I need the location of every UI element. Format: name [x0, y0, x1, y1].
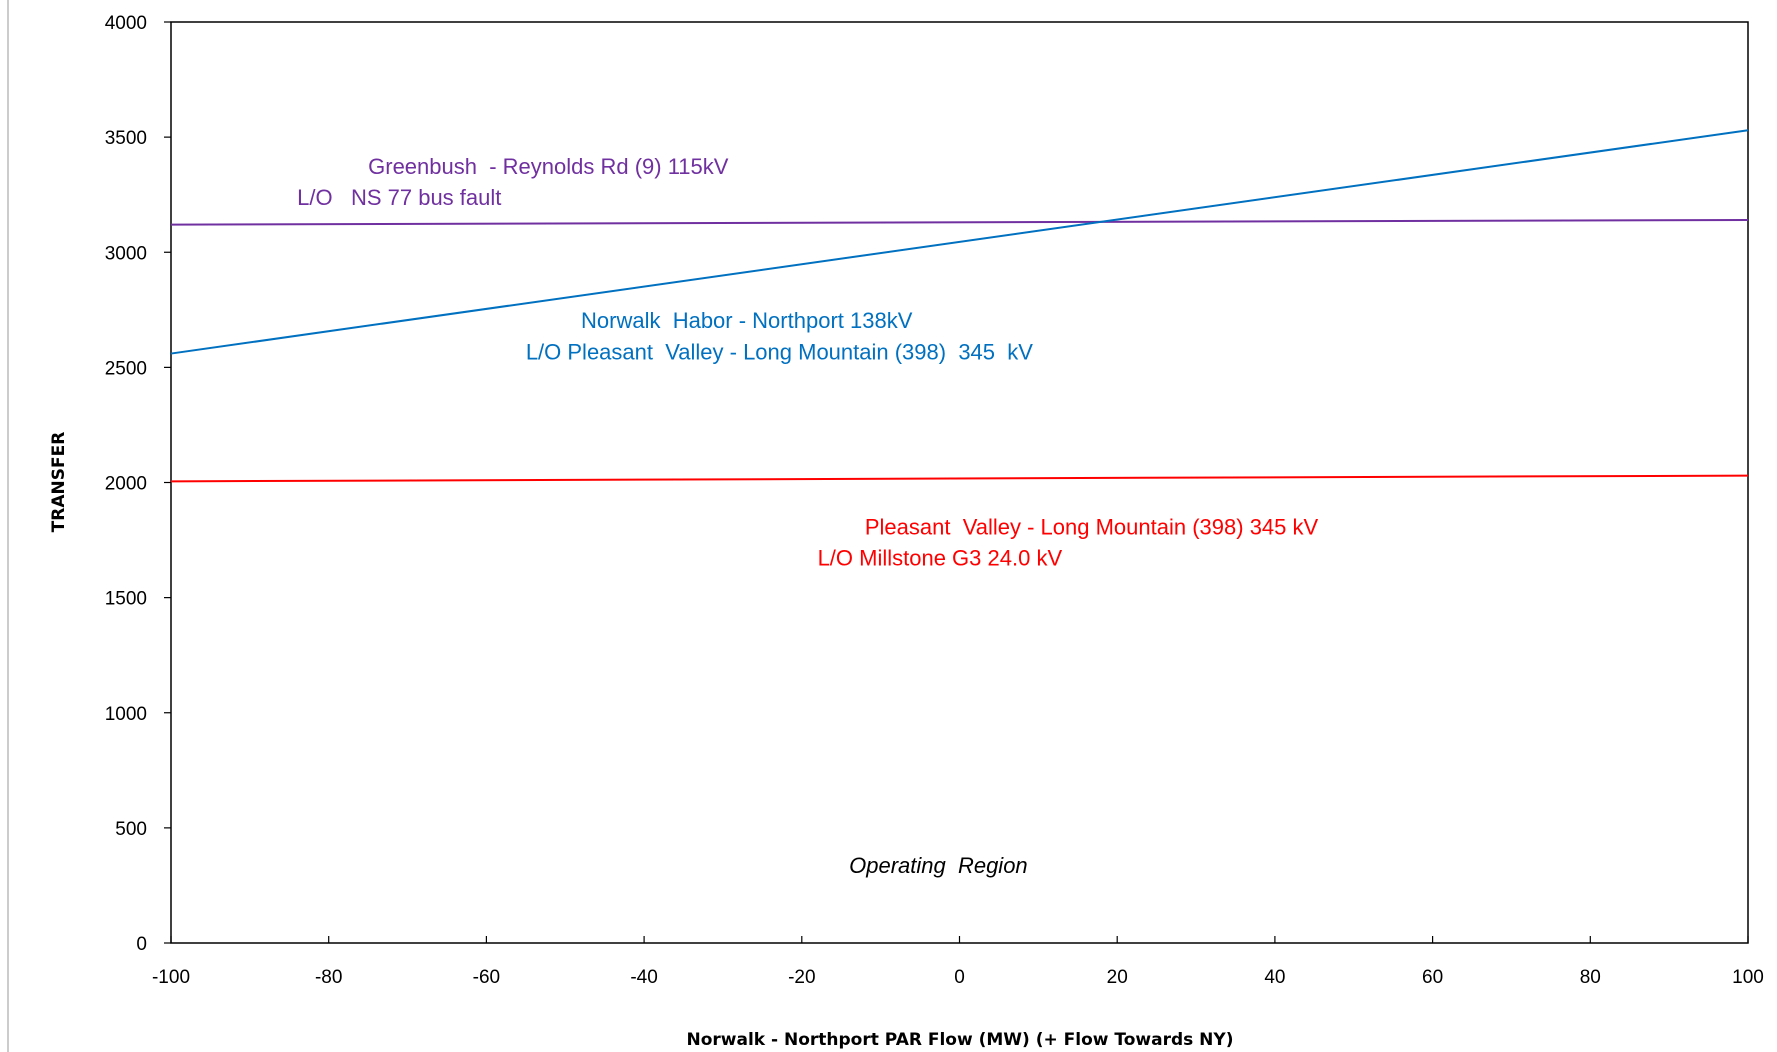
annotation-operating-region: Operating Region [849, 853, 1028, 878]
annotation-pleasant-line2: L/O Millstone G3 24.0 kV [818, 545, 1063, 570]
x-tick-label: -60 [473, 967, 500, 988]
y-tick-label: 500 [115, 819, 147, 840]
x-tick-label: -80 [315, 967, 342, 988]
y-tick-label: 2000 [105, 474, 147, 495]
y-tick-label: 2500 [105, 358, 147, 379]
y-tick-label: 0 [136, 934, 147, 955]
annotation-greenbush-line2: L/O NS 77 bus fault [297, 185, 501, 210]
x-tick-label: 40 [1264, 967, 1285, 988]
series-line-3 [170, 474, 1749, 483]
x-tick-label: 60 [1422, 967, 1443, 988]
x-tick-label: -20 [788, 967, 815, 988]
series-layer [170, 129, 1749, 483]
y-tick-label: 3500 [105, 128, 147, 149]
x-tick-label: -100 [152, 967, 190, 988]
x-axis-title: Norwalk - Northport PAR Flow (MW) (+ Flo… [687, 1030, 1234, 1050]
x-tick-label: 100 [1732, 967, 1764, 988]
tick-layer: -100 -80 -60 -40 -20 0 20 40 60 80 100050010001500… [105, 13, 1764, 988]
annotation-norwalk-line1: Norwalk Habor - Northport 138kV [581, 308, 913, 333]
x-tick-label: 20 [1107, 967, 1128, 988]
x-tick-label: 80 [1580, 967, 1601, 988]
annotation-norwalk-line2: L/O Pleasant Valley - Long Mountain (398… [526, 339, 1033, 364]
annotation-layer: Greenbush - Reynolds Rd (9) 115kV L/O NS … [297, 154, 1318, 878]
y-tick-label: 1500 [105, 589, 147, 610]
y-tick-label: 3000 [105, 243, 147, 264]
y-axis-title: TRANSFER [49, 432, 69, 533]
series-line-1 [170, 219, 1749, 226]
annotation-pleasant-line1: Pleasant Valley - Long Mountain (398) 34… [865, 514, 1319, 539]
series-line-2 [170, 129, 1749, 355]
x-tick-label: -40 [630, 967, 657, 988]
annotation-greenbush-line1: Greenbush - Reynolds Rd (9) 115kV [368, 154, 729, 179]
x-tick-label: 0 [954, 967, 965, 988]
y-tick-label: 1000 [105, 704, 147, 725]
y-tick-label: 4000 [105, 13, 147, 34]
